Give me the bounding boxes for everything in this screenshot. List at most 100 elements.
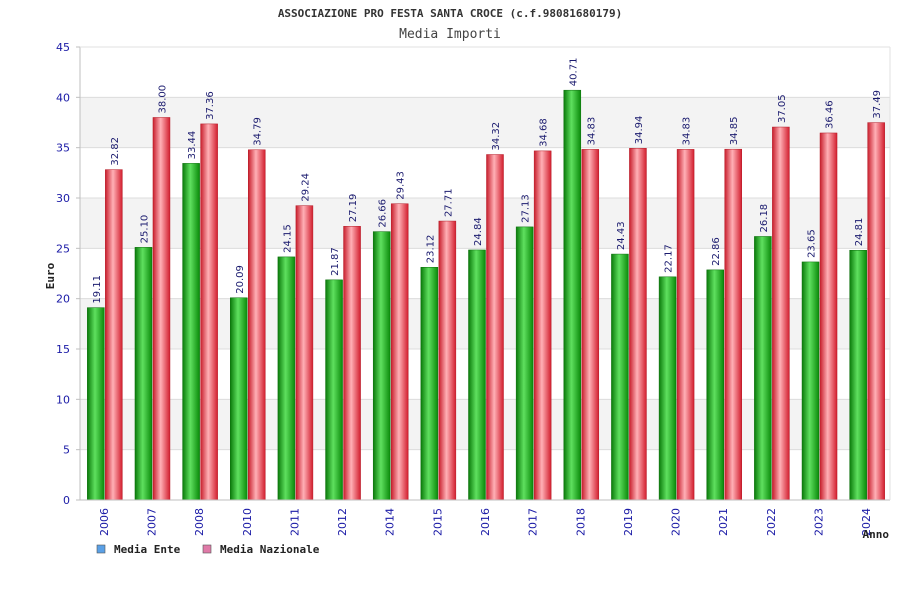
bar-media-ente-2010 bbox=[230, 297, 248, 501]
x-tick-label: 2016 bbox=[479, 508, 492, 536]
legend-label-media-ente: Media Ente bbox=[114, 543, 181, 556]
chart-title: ASSOCIAZIONE PRO FESTA SANTA CROCE (c.f.… bbox=[278, 7, 622, 20]
bar-media-nazionale-2007 bbox=[152, 117, 171, 501]
data-label: 40.71 bbox=[568, 58, 579, 87]
x-tick-label: 2019 bbox=[622, 508, 635, 536]
data-label: 36.46 bbox=[825, 100, 836, 129]
x-tick-label: 2008 bbox=[193, 508, 206, 536]
x-tick-label: 2017 bbox=[527, 508, 540, 536]
bar-media-nazionale-2011 bbox=[295, 205, 314, 501]
data-label: 27.19 bbox=[348, 194, 359, 223]
bar-media-ente-2006 bbox=[87, 307, 105, 501]
bar-media-nazionale-2010 bbox=[248, 149, 266, 501]
bar-media-nazionale-2022 bbox=[772, 126, 790, 501]
bar-media-nazionale-2008 bbox=[200, 123, 218, 501]
x-tick-label: 2020 bbox=[670, 508, 683, 536]
bar-media-ente-2023 bbox=[801, 261, 820, 501]
bar-media-nazionale-2021 bbox=[724, 148, 742, 501]
legend-label-media-nazionale: Media Nazionale bbox=[220, 543, 320, 556]
x-axis-title: Anno bbox=[863, 528, 890, 541]
x-tick-label: 2012 bbox=[336, 508, 349, 536]
y-tick-label: 45 bbox=[56, 41, 70, 54]
data-label: 24.43 bbox=[616, 221, 627, 250]
data-label: 19.11 bbox=[92, 275, 103, 304]
bar-media-ente-2014 bbox=[372, 231, 391, 501]
data-label: 29.24 bbox=[300, 173, 311, 202]
y-tick-label: 25 bbox=[56, 242, 70, 255]
bar-media-ente-2024 bbox=[849, 249, 867, 501]
data-label: 37.36 bbox=[205, 91, 216, 120]
x-tick-label: 2010 bbox=[241, 508, 254, 536]
x-tick-label: 2018 bbox=[574, 508, 587, 536]
bar-media-nazionale-2020 bbox=[676, 149, 695, 501]
bar-media-nazionale-2016 bbox=[486, 154, 504, 501]
legend: Media Ente Media Nazionale bbox=[96, 543, 320, 556]
data-label: 21.87 bbox=[330, 247, 341, 276]
data-label: 27.71 bbox=[443, 188, 454, 217]
x-tick-label: 2011 bbox=[288, 508, 301, 536]
data-label: 37.05 bbox=[777, 94, 788, 123]
y-tick-label: 40 bbox=[56, 91, 70, 104]
x-tick-label: 2024 bbox=[860, 508, 873, 536]
y-tick-label: 20 bbox=[56, 293, 70, 306]
data-label: 34.83 bbox=[586, 117, 597, 146]
legend-swatch-media-ente bbox=[96, 544, 106, 554]
data-label: 22.86 bbox=[711, 237, 722, 266]
x-tick-labels: 2006 2007 2008 2010 2011 2012 2014 2015 2016 2017… bbox=[98, 508, 873, 536]
x-tick-label: 2021 bbox=[717, 508, 730, 536]
data-label: 37.49 bbox=[872, 90, 883, 119]
data-label: 34.32 bbox=[491, 122, 502, 151]
data-label: 27.13 bbox=[521, 194, 532, 223]
axes bbox=[76, 46, 891, 501]
bar-media-ente-2018 bbox=[563, 89, 582, 501]
data-label: 20.09 bbox=[235, 265, 246, 294]
bar-media-nazionale-2023 bbox=[819, 132, 838, 501]
data-label: 23.12 bbox=[425, 235, 436, 264]
data-label: 22.17 bbox=[664, 244, 675, 273]
bar-media-ente-2021 bbox=[706, 269, 724, 501]
y-tick-label: 30 bbox=[56, 192, 70, 205]
data-label: 32.82 bbox=[110, 137, 121, 166]
bar-media-nazionale-2024 bbox=[867, 122, 885, 501]
data-label: 34.83 bbox=[682, 117, 693, 146]
x-tick-label: 2006 bbox=[98, 508, 111, 536]
data-label: 33.44 bbox=[187, 131, 198, 160]
bar-media-nazionale-2017 bbox=[533, 150, 552, 501]
x-tick-label: 2007 bbox=[145, 508, 158, 536]
data-label: 24.15 bbox=[282, 224, 293, 253]
bar-media-nazionale-2015 bbox=[438, 220, 457, 501]
y-tick-label: 10 bbox=[56, 393, 70, 406]
y-tick-label: 0 bbox=[63, 494, 70, 507]
legend-swatch-media-nazionale bbox=[202, 544, 212, 554]
data-label: 34.94 bbox=[634, 116, 645, 145]
y-tick-label: 35 bbox=[56, 142, 70, 155]
bar-media-ente-2019 bbox=[611, 253, 629, 501]
data-label: 25.10 bbox=[139, 215, 150, 244]
data-label: 29.43 bbox=[396, 171, 407, 200]
data-label: 26.18 bbox=[759, 204, 770, 233]
bar-media-ente-2007 bbox=[134, 247, 153, 501]
data-label: 34.68 bbox=[539, 118, 550, 147]
value-labels: 19.11 32.82 25.10 38.00 33.44 37.36 20.09 34.79… bbox=[92, 58, 883, 304]
chart-subtitle: Media Importi bbox=[399, 27, 501, 42]
data-label: 24.81 bbox=[854, 218, 865, 247]
y-tick-label: 15 bbox=[56, 343, 70, 356]
bar-media-nazionale-2006 bbox=[105, 169, 123, 501]
bar-media-ente-2022 bbox=[754, 236, 772, 501]
x-tick-label: 2023 bbox=[813, 508, 826, 536]
x-tick-label: 2014 bbox=[384, 508, 397, 536]
bar-media-ente-2016 bbox=[468, 249, 486, 501]
bar-media-nazionale-2019 bbox=[629, 148, 647, 501]
bar-media-nazionale-2018 bbox=[581, 149, 600, 501]
bar-media-ente-2008 bbox=[182, 163, 200, 501]
y-tick-label: 5 bbox=[63, 444, 70, 457]
x-tick-label: 2015 bbox=[431, 508, 444, 536]
bar-media-ente-2012 bbox=[325, 279, 343, 501]
bar-media-ente-2015 bbox=[420, 267, 439, 501]
y-tick-labels: 0 5 10 15 20 25 30 35 40 45 bbox=[56, 41, 70, 507]
bar-media-nazionale-2012 bbox=[343, 226, 361, 501]
data-label: 24.84 bbox=[473, 217, 484, 246]
bar-media-ente-2011 bbox=[277, 256, 296, 501]
bar-media-ente-2017 bbox=[515, 226, 534, 501]
